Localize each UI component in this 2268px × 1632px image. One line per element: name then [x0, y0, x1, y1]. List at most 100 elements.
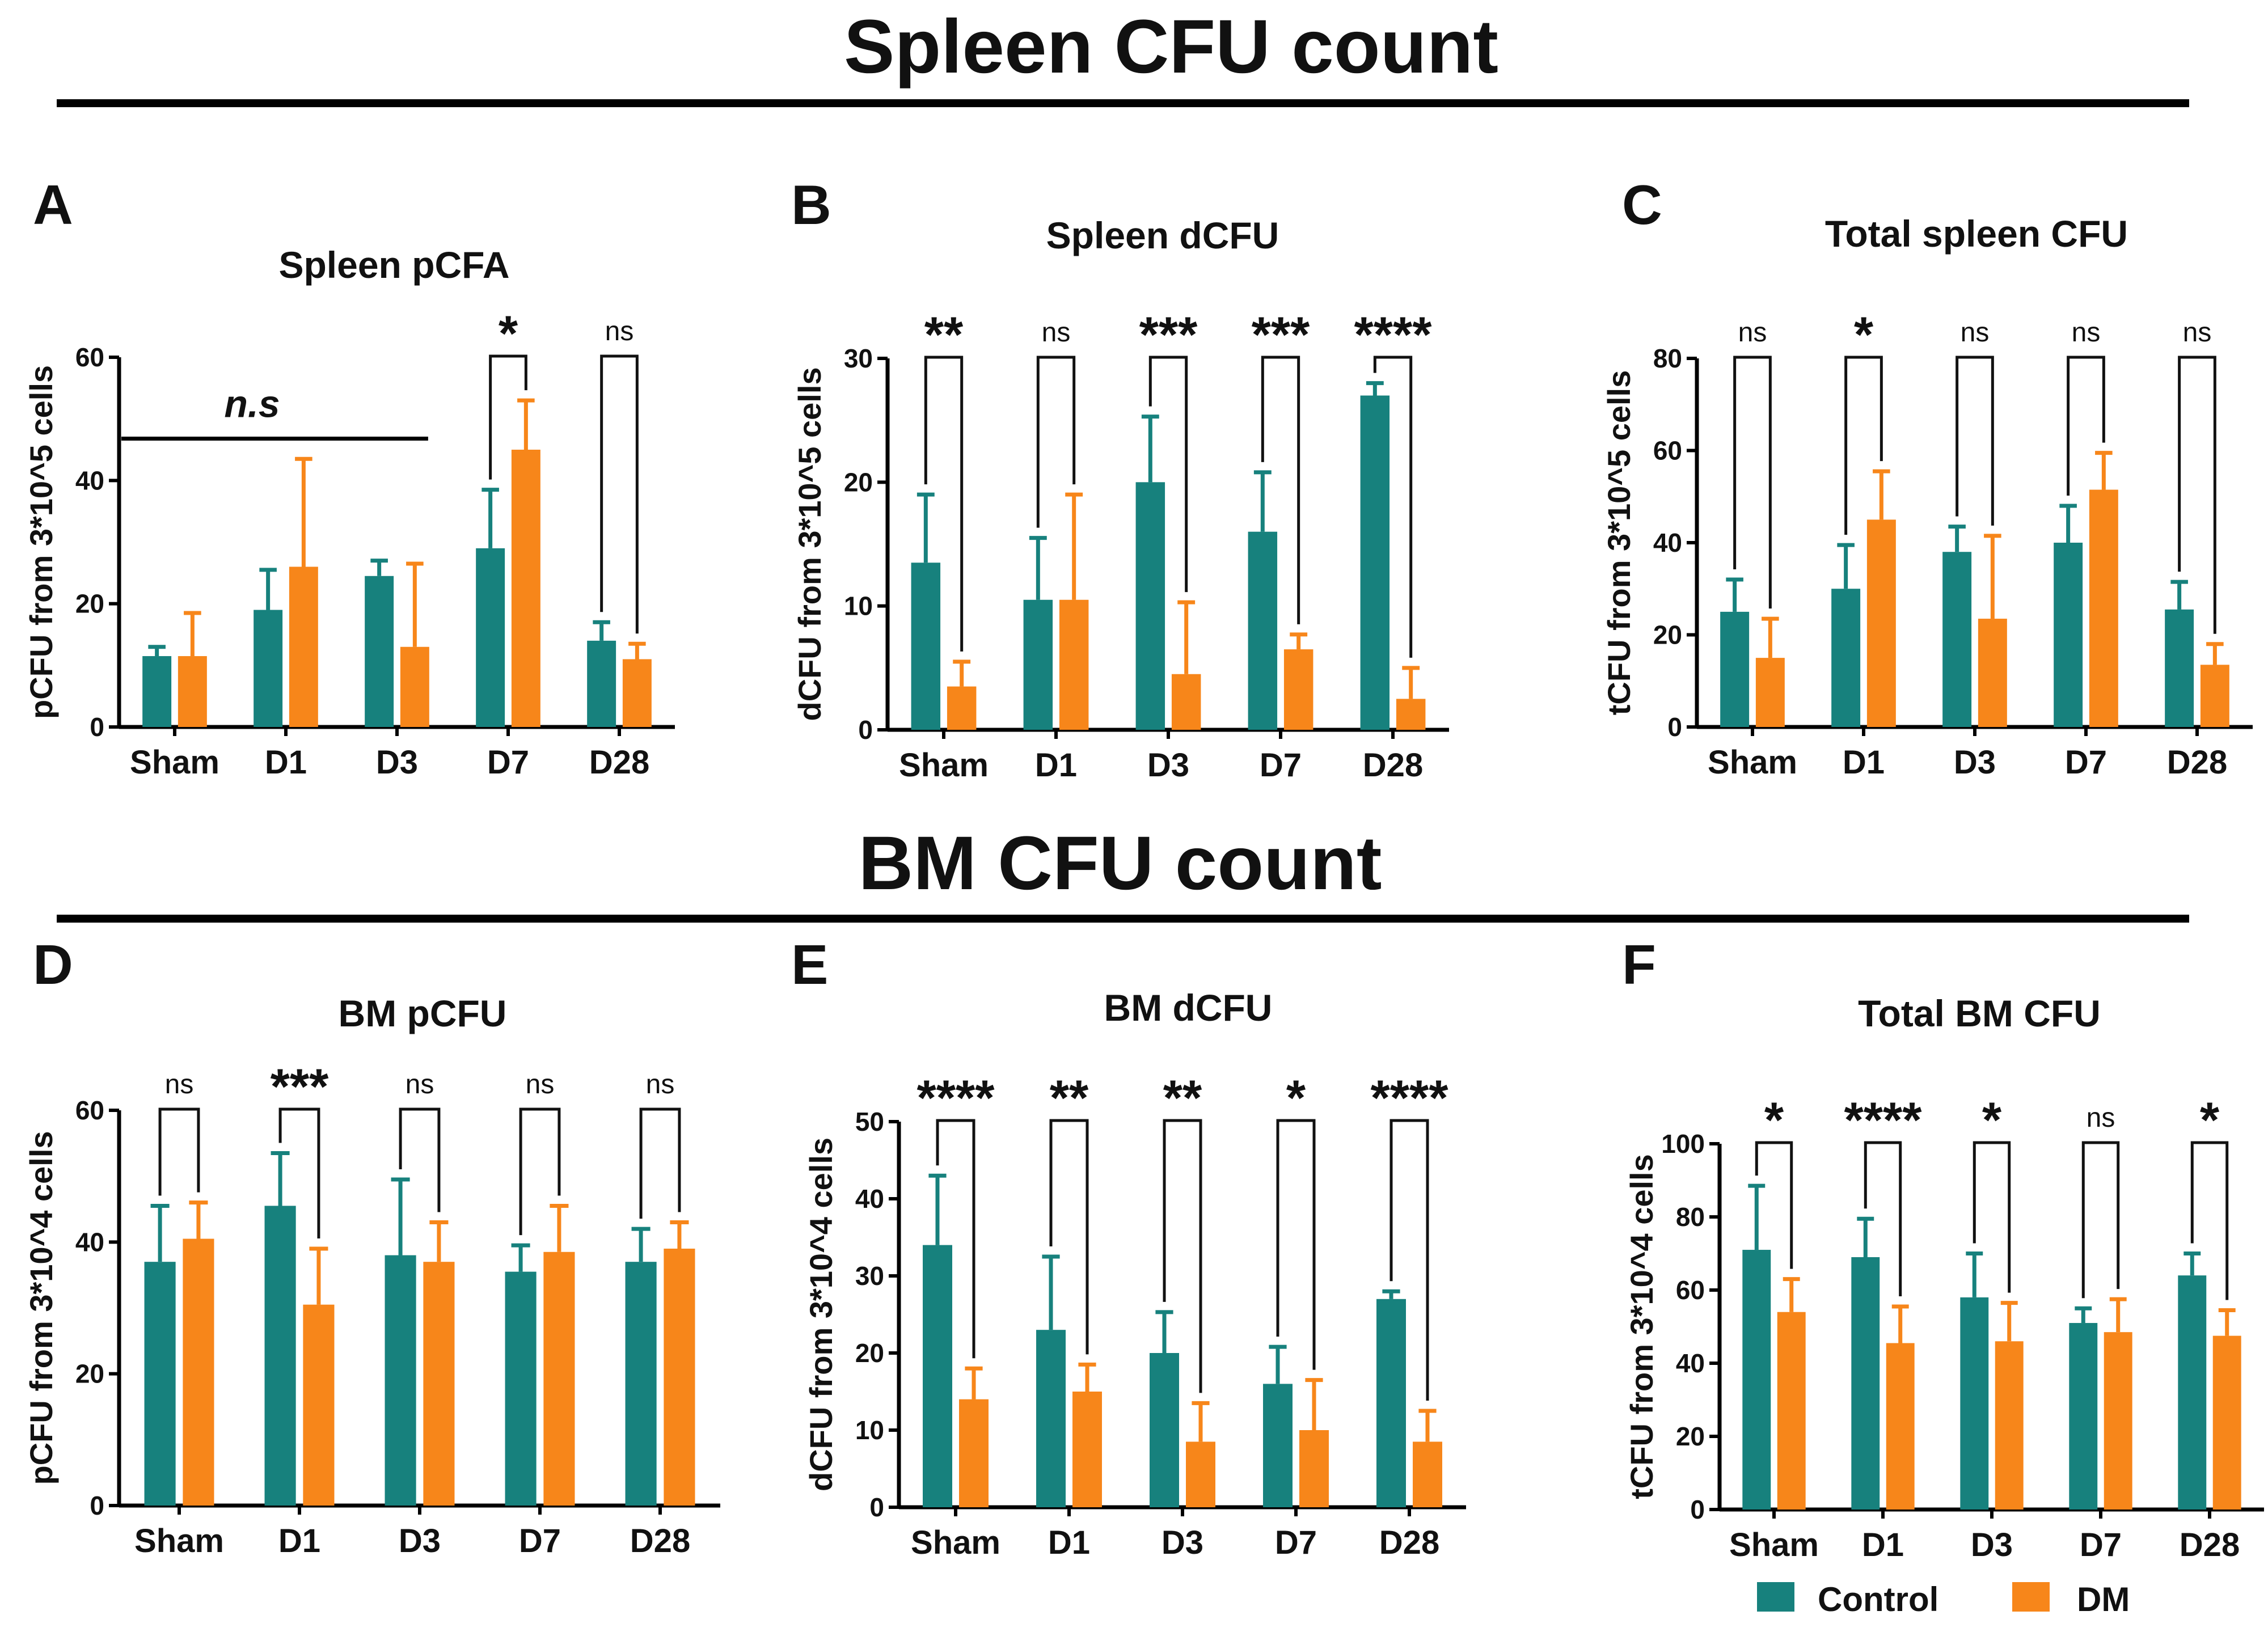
significance-label-d28: ****	[1354, 306, 1433, 362]
significance-bracket-d7	[2081, 1141, 2120, 1299]
y-tick-label: 40	[855, 1184, 884, 1214]
significance-label-d7: ns	[526, 1069, 555, 1100]
bar-control-d28	[2178, 1275, 2207, 1510]
significance-bracket-d1	[1864, 1141, 1902, 1297]
legend-label-control: Control	[1818, 1580, 1938, 1618]
significance-bracket-d3	[1973, 1141, 2011, 1293]
significance-bracket-d28	[1373, 356, 1413, 658]
bar-dm-sham	[1777, 1312, 1806, 1510]
significance-label-sham: ns	[165, 1069, 194, 1100]
bar-dm-d7	[2089, 489, 2118, 727]
significance-bracket-d28	[600, 354, 639, 634]
panel-title: Spleen dCFU	[1046, 214, 1279, 256]
y-axis-label: tCFU from 3*10^4 cells	[1624, 1154, 1659, 1499]
y-axis-label: dCFU from 3*10^4 cells	[803, 1138, 839, 1491]
panel-letter: B	[791, 174, 831, 236]
bar-control-sham	[1742, 1250, 1771, 1510]
bar-control-d1	[1023, 599, 1053, 730]
y-tick-label: 40	[1676, 1348, 1705, 1378]
bar-dm-d7	[543, 1252, 575, 1506]
x-tick-label-d3: D3	[1147, 747, 1189, 784]
significance-bracket-d7	[489, 354, 527, 480]
panel-title: BM pCFU	[339, 992, 507, 1034]
bar-dm-d1	[1072, 1392, 1102, 1507]
significance-label-d3: ns	[1961, 318, 1990, 348]
y-tick-label: 60	[75, 343, 104, 372]
bar-control-d3	[365, 576, 394, 727]
group-note-label: n.s	[224, 382, 280, 425]
significance-bracket-sham	[158, 1107, 200, 1196]
bar-control-d3	[1942, 552, 1972, 727]
x-tick-label-d7: D7	[1275, 1524, 1317, 1561]
x-tick-label-d1: D1	[1843, 744, 1885, 781]
x-tick-label-d3: D3	[399, 1523, 441, 1559]
significance-label-d3: *	[1982, 1092, 2002, 1148]
significance-bracket-d3	[1148, 356, 1188, 593]
bar-dm-d28	[2200, 665, 2229, 727]
bar-dm-d3	[423, 1262, 455, 1506]
bar-dm-d3	[1978, 619, 2007, 727]
x-tick-label-d28: D28	[1379, 1524, 1439, 1561]
bar-control-sham	[144, 1262, 176, 1506]
panel-title: Spleen pCFA	[278, 244, 509, 286]
significance-bracket-d7	[1261, 356, 1300, 624]
y-tick-label: 50	[855, 1107, 884, 1136]
bar-dm-d3	[1995, 1341, 2024, 1510]
significance-label-d7: ns	[2087, 1103, 2115, 1133]
bar-dm-d28	[622, 659, 652, 727]
panel-title: Total BM CFU	[1858, 992, 2101, 1034]
y-tick-label: 40	[75, 466, 104, 495]
panel-letter: A	[33, 174, 73, 236]
bar-dm-sham	[178, 656, 207, 727]
x-tick-label-d28: D28	[2167, 744, 2227, 781]
significance-bracket-d3	[1163, 1119, 1202, 1393]
legend-label-dm: DM	[2077, 1580, 2130, 1618]
y-tick-label: 60	[1653, 436, 1682, 466]
significance-label-d1: ns	[1042, 318, 1071, 348]
y-axis-label: tCFU from 3*10^5 cells	[1601, 370, 1637, 715]
bar-control-d3	[1135, 482, 1165, 730]
y-tick-label: 20	[1676, 1422, 1705, 1451]
y-tick-label: 30	[844, 344, 873, 373]
y-tick-label: 80	[1676, 1202, 1705, 1232]
x-tick-label-d3: D3	[1162, 1524, 1203, 1561]
significance-bracket-d1	[1036, 356, 1076, 528]
section-title-bm: BM CFU count	[859, 821, 1382, 906]
legend: Control DM	[1757, 1580, 2130, 1618]
y-tick-label: 0	[90, 1491, 104, 1520]
bar-control-sham	[911, 563, 941, 730]
significance-bracket-sham	[924, 356, 964, 652]
panel-d: D BM pCFU pCFU from 3*10^4 cells 0 20 40 60 Sha…	[23, 933, 720, 1559]
bar-control-d1	[264, 1206, 296, 1506]
significance-label-d28: ns	[646, 1069, 675, 1100]
x-tick-label-sham: Sham	[899, 747, 989, 784]
significance-bracket-d28	[2178, 356, 2216, 634]
x-tick-label-d7: D7	[1260, 747, 1302, 784]
x-tick-label-sham: Sham	[130, 744, 219, 781]
bar-control-d7	[476, 548, 505, 727]
significance-bracket-d7	[519, 1107, 561, 1236]
panel-letter: C	[1622, 174, 1662, 236]
y-tick-label: 0	[1690, 1495, 1705, 1524]
x-tick-label-d1: D1	[1048, 1524, 1090, 1561]
bar-control-sham	[923, 1245, 952, 1507]
y-tick-label: 20	[855, 1338, 884, 1368]
panel-b: B Spleen dCFU dCFU from 3*10^5 cells 0 10 20 3…	[791, 174, 1449, 784]
x-tick-label-sham: Sham	[1708, 744, 1797, 781]
bar-control-d7	[505, 1271, 537, 1506]
panel-f: F Total BM CFU tCFU from 3*10^4 cells 0 20 40…	[1622, 933, 2264, 1563]
bar-dm-d1	[303, 1304, 335, 1506]
significance-bracket-d1	[1844, 356, 1883, 535]
panel-letter: E	[791, 933, 828, 996]
bar-dm-sham	[959, 1399, 989, 1507]
bar-control-d3	[1960, 1297, 1989, 1510]
y-tick-label: 0	[90, 712, 104, 742]
bar-dm-d7	[1299, 1430, 1329, 1507]
significance-label-d7: *	[499, 305, 518, 361]
y-tick-label: 20	[844, 467, 873, 497]
x-tick-label-d28: D28	[630, 1523, 690, 1559]
y-tick-label: 60	[1676, 1275, 1705, 1305]
panel-letter: D	[33, 933, 73, 996]
y-tick-label: 0	[858, 715, 873, 745]
y-axis-label: pCFU from 3*10^5 cells	[23, 365, 59, 719]
